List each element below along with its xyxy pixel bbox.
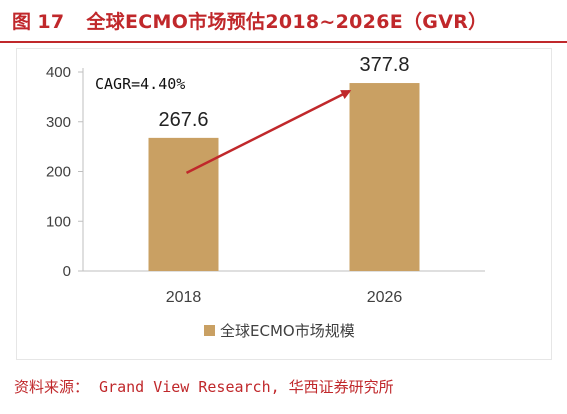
legend-swatch (204, 325, 215, 336)
figure-title-text: 全球ECMO市场预估2018~2026E（GVR） (86, 11, 488, 33)
y-tick-label: 400 (46, 64, 71, 81)
y-tick-label: 0 (63, 263, 71, 280)
source-label: 资料来源： (14, 378, 90, 396)
y-tick-label: 300 (46, 114, 71, 131)
figure-title: 图 17 全球ECMO市场预估2018~2026E（GVR） (12, 7, 487, 34)
y-tick-label: 100 (46, 213, 71, 230)
figure-header: 图 17 全球ECMO市场预估2018~2026E（GVR） (0, 0, 567, 43)
data-label: 377.8 (359, 54, 409, 76)
figure-number: 17 (37, 11, 65, 33)
bar (148, 137, 219, 271)
source-note: 资料来源： Grand View Research, 华西证券研究所 (14, 376, 394, 397)
title-rule (0, 41, 567, 43)
source-value: Grand View Research, 华西证券研究所 (99, 378, 394, 396)
x-tick-label: 2018 (166, 289, 202, 306)
legend-label: 全球ECMO市场规模 (220, 322, 355, 340)
bar (349, 83, 420, 272)
cagr-annotation: CAGR=4.40% (95, 75, 185, 93)
x-tick-label: 2026 (367, 289, 403, 306)
chart-frame (16, 48, 552, 360)
y-tick-label: 200 (46, 164, 71, 181)
data-label: 267.6 (158, 109, 208, 131)
figure-label: 图 (12, 11, 32, 33)
growth-arrow (185, 89, 352, 174)
